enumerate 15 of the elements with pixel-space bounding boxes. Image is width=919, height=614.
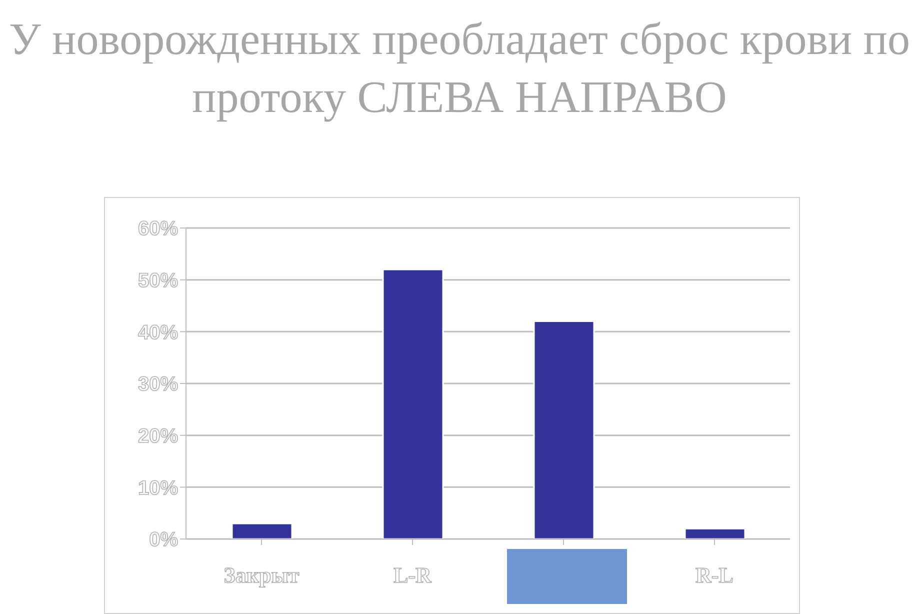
y-tick-label: 50% bbox=[138, 270, 178, 292]
bar bbox=[382, 268, 444, 539]
chart-title: У новорожденных преобладает сброс крови по протоку СЛЕВА НАПРАВО bbox=[8, 13, 911, 124]
y-tick-label: 40% bbox=[138, 322, 178, 344]
x-tick-label: Закрыт bbox=[224, 562, 300, 588]
y-tick-label: 30% bbox=[138, 374, 178, 396]
y-tick-label: 20% bbox=[138, 425, 178, 448]
y-tick-label: 10% bbox=[138, 477, 178, 500]
y-tick-label: 0% bbox=[149, 529, 178, 552]
bar bbox=[684, 528, 746, 539]
bar bbox=[231, 522, 293, 539]
y-tick-label: 60% bbox=[138, 218, 178, 240]
x-tick-label: L-R bbox=[394, 562, 433, 588]
x-tick-label: R-L bbox=[696, 562, 734, 588]
bar bbox=[533, 320, 595, 539]
